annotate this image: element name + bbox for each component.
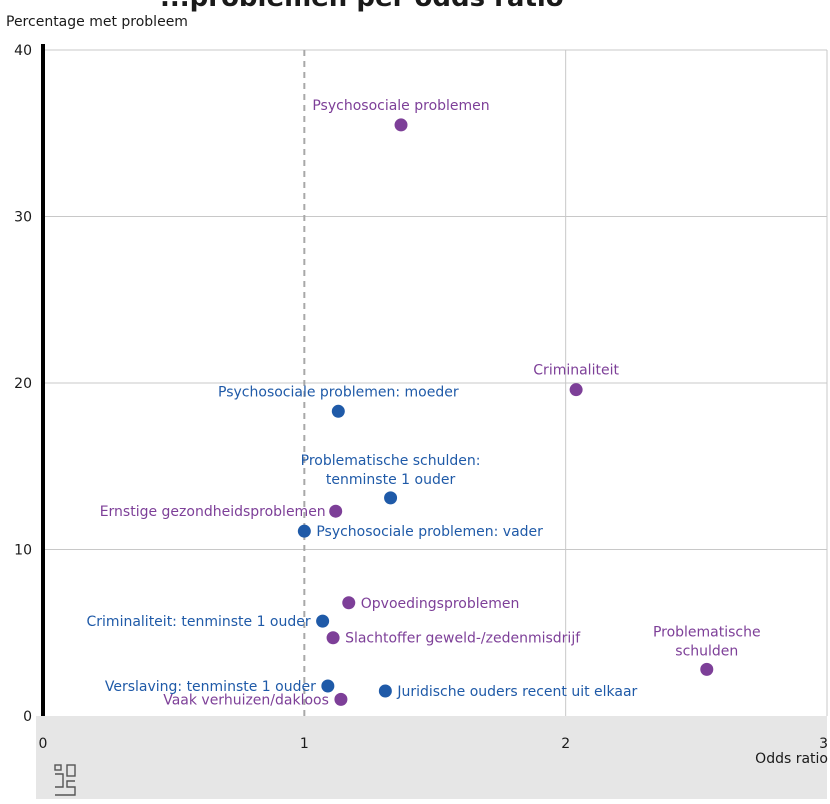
point-label-3: Psychosociale problemen: moeder [218, 384, 459, 400]
data-point-4 [384, 491, 398, 505]
data-point-10 [700, 662, 714, 676]
x-tick-label-3: 3 [819, 736, 828, 752]
gridlines [43, 49, 828, 716]
point-label-1: Psychosociale problemen [312, 98, 489, 114]
data-point-13 [334, 692, 348, 706]
data-points [297, 118, 714, 706]
data-point-11 [321, 679, 335, 693]
point-label-4: Problematische schulden: tenminste 1 oude… [301, 453, 481, 488]
y-tick-label-40: 40 [14, 43, 32, 59]
y-tick-label-20: 20 [14, 376, 32, 392]
point-label-9: Slachtoffer geweld-/zedenmisdrijf [345, 631, 581, 647]
data-point-7 [342, 596, 356, 610]
point-label-12: Juridische ouders recent uit elkaar [396, 684, 637, 700]
point-label-10: Problematische schulden [653, 624, 761, 659]
point-labels: Psychosociale problemen Criminaliteit Psyc… [87, 98, 761, 708]
tick-labels: 0 10 20 30 40 0 1 2 3 [14, 43, 828, 752]
x-axis-title: Odds ratio [755, 751, 828, 767]
x-tick-label-0: 0 [39, 736, 48, 752]
x-tick-label-2: 2 [561, 736, 570, 752]
y-tick-label-10: 10 [14, 543, 32, 559]
x-axis-band-rect [36, 716, 827, 799]
data-point-3 [331, 404, 345, 418]
point-label-5: Ernstige gezondheidsproblemen [100, 504, 326, 520]
point-label-11: Verslaving: tenminste 1 ouder [105, 679, 316, 695]
cbs-logo-icon [54, 764, 76, 796]
data-point-5 [329, 504, 343, 518]
y-tick-label-0: 0 [23, 709, 32, 725]
data-point-2 [569, 383, 583, 397]
chart-title-partial: ...problemen per odds ratio [160, 0, 564, 13]
y-axis-title: Percentage met probleem [6, 14, 188, 30]
x-axis-band [36, 716, 827, 799]
data-point-1 [394, 118, 408, 132]
data-point-9 [326, 631, 340, 645]
point-label-2: Criminaliteit [533, 363, 619, 379]
point-label-13: Vaak verhuizen/dakloos [163, 692, 329, 708]
data-point-12 [378, 684, 392, 698]
data-point-8 [316, 614, 330, 628]
point-label-6: Psychosociale problemen: vader [316, 524, 543, 540]
point-label-8: Criminaliteit: tenminste 1 ouder [87, 614, 311, 630]
x-tick-label-1: 1 [300, 736, 309, 752]
point-label-7: Opvoedingsproblemen [361, 596, 520, 612]
data-point-6 [297, 524, 311, 538]
y-tick-label-30: 30 [14, 210, 32, 226]
